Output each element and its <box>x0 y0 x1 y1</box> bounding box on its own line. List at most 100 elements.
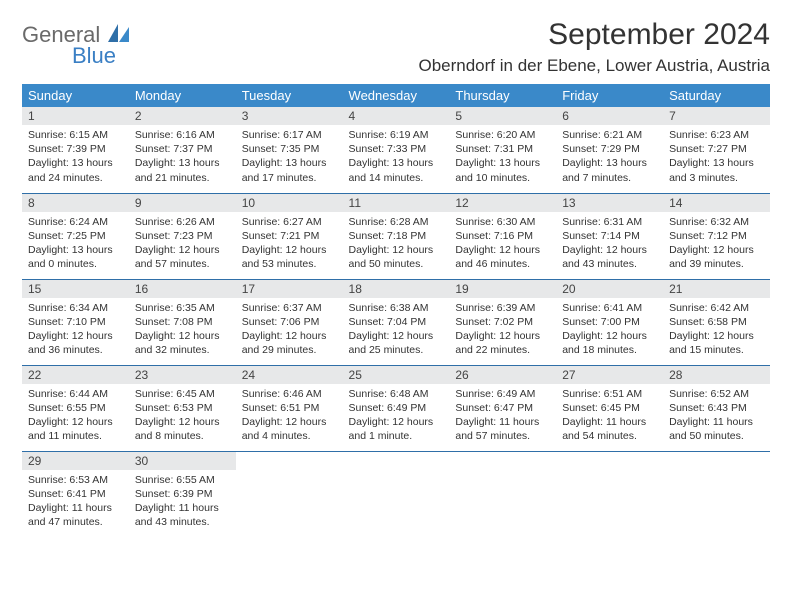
sunset-text: Sunset: 6:39 PM <box>135 487 230 501</box>
day-number: 30 <box>129 452 236 470</box>
sunset-text: Sunset: 6:43 PM <box>669 401 764 415</box>
sunset-text: Sunset: 6:55 PM <box>28 401 123 415</box>
day-number: 15 <box>22 280 129 298</box>
day-number: 3 <box>236 107 343 125</box>
daylight-text: Daylight: 11 hours <box>455 415 550 429</box>
day-number: 12 <box>449 194 556 212</box>
day-number: 10 <box>236 194 343 212</box>
daylight-text-2: and 8 minutes. <box>135 429 230 443</box>
sunrise-text: Sunrise: 6:32 AM <box>669 215 764 229</box>
sunrise-text: Sunrise: 6:46 AM <box>242 387 337 401</box>
sunset-text: Sunset: 7:39 PM <box>28 142 123 156</box>
weekday-header: Saturday <box>663 84 770 107</box>
day-number: 6 <box>556 107 663 125</box>
day-cell: 20Sunrise: 6:41 AMSunset: 7:00 PMDayligh… <box>556 279 663 365</box>
sunrise-text: Sunrise: 6:45 AM <box>135 387 230 401</box>
calendar-body: 1Sunrise: 6:15 AMSunset: 7:39 PMDaylight… <box>22 107 770 537</box>
daylight-text: Daylight: 13 hours <box>242 156 337 170</box>
sunset-text: Sunset: 7:37 PM <box>135 142 230 156</box>
weekday-header: Sunday <box>22 84 129 107</box>
day-details: Sunrise: 6:53 AMSunset: 6:41 PMDaylight:… <box>22 470 129 534</box>
day-number: 27 <box>556 366 663 384</box>
day-details: Sunrise: 6:55 AMSunset: 6:39 PMDaylight:… <box>129 470 236 534</box>
daylight-text-2: and 46 minutes. <box>455 257 550 271</box>
day-details: Sunrise: 6:26 AMSunset: 7:23 PMDaylight:… <box>129 212 236 276</box>
title-block: September 2024 Oberndorf in der Ebene, L… <box>418 18 770 76</box>
daylight-text-2: and 15 minutes. <box>669 343 764 357</box>
daylight-text: Daylight: 12 hours <box>135 415 230 429</box>
sunrise-text: Sunrise: 6:19 AM <box>349 128 444 142</box>
sunset-text: Sunset: 7:27 PM <box>669 142 764 156</box>
daylight-text: Daylight: 12 hours <box>455 329 550 343</box>
day-cell: 27Sunrise: 6:51 AMSunset: 6:45 PMDayligh… <box>556 365 663 451</box>
daylight-text-2: and 29 minutes. <box>242 343 337 357</box>
sunset-text: Sunset: 6:45 PM <box>562 401 657 415</box>
daylight-text-2: and 57 minutes. <box>455 429 550 443</box>
day-details: Sunrise: 6:21 AMSunset: 7:29 PMDaylight:… <box>556 125 663 189</box>
day-cell <box>343 451 450 537</box>
calendar-row: 1Sunrise: 6:15 AMSunset: 7:39 PMDaylight… <box>22 107 770 193</box>
day-details: Sunrise: 6:16 AMSunset: 7:37 PMDaylight:… <box>129 125 236 189</box>
day-number: 14 <box>663 194 770 212</box>
day-details: Sunrise: 6:17 AMSunset: 7:35 PMDaylight:… <box>236 125 343 189</box>
weekday-header: Thursday <box>449 84 556 107</box>
sunset-text: Sunset: 7:04 PM <box>349 315 444 329</box>
day-details: Sunrise: 6:44 AMSunset: 6:55 PMDaylight:… <box>22 384 129 448</box>
sunset-text: Sunset: 7:12 PM <box>669 229 764 243</box>
sunset-text: Sunset: 7:18 PM <box>349 229 444 243</box>
daylight-text-2: and 14 minutes. <box>349 171 444 185</box>
sunrise-text: Sunrise: 6:26 AM <box>135 215 230 229</box>
day-cell: 24Sunrise: 6:46 AMSunset: 6:51 PMDayligh… <box>236 365 343 451</box>
daylight-text-2: and 21 minutes. <box>135 171 230 185</box>
sunrise-text: Sunrise: 6:17 AM <box>242 128 337 142</box>
day-cell: 26Sunrise: 6:49 AMSunset: 6:47 PMDayligh… <box>449 365 556 451</box>
sunrise-text: Sunrise: 6:21 AM <box>562 128 657 142</box>
daylight-text: Daylight: 12 hours <box>349 329 444 343</box>
day-cell: 2Sunrise: 6:16 AMSunset: 7:37 PMDaylight… <box>129 107 236 193</box>
calendar-row: 15Sunrise: 6:34 AMSunset: 7:10 PMDayligh… <box>22 279 770 365</box>
daylight-text: Daylight: 11 hours <box>135 501 230 515</box>
day-cell: 23Sunrise: 6:45 AMSunset: 6:53 PMDayligh… <box>129 365 236 451</box>
daylight-text-2: and 36 minutes. <box>28 343 123 357</box>
sunset-text: Sunset: 7:02 PM <box>455 315 550 329</box>
daylight-text-2: and 4 minutes. <box>242 429 337 443</box>
day-details: Sunrise: 6:51 AMSunset: 6:45 PMDaylight:… <box>556 384 663 448</box>
day-details: Sunrise: 6:46 AMSunset: 6:51 PMDaylight:… <box>236 384 343 448</box>
sunset-text: Sunset: 7:31 PM <box>455 142 550 156</box>
sunrise-text: Sunrise: 6:15 AM <box>28 128 123 142</box>
sunrise-text: Sunrise: 6:23 AM <box>669 128 764 142</box>
day-number: 7 <box>663 107 770 125</box>
sunset-text: Sunset: 7:08 PM <box>135 315 230 329</box>
day-details: Sunrise: 6:37 AMSunset: 7:06 PMDaylight:… <box>236 298 343 362</box>
day-cell: 19Sunrise: 6:39 AMSunset: 7:02 PMDayligh… <box>449 279 556 365</box>
weekday-header: Friday <box>556 84 663 107</box>
day-cell: 25Sunrise: 6:48 AMSunset: 6:49 PMDayligh… <box>343 365 450 451</box>
daylight-text: Daylight: 12 hours <box>242 243 337 257</box>
day-cell: 12Sunrise: 6:30 AMSunset: 7:16 PMDayligh… <box>449 193 556 279</box>
day-cell <box>236 451 343 537</box>
daylight-text: Daylight: 12 hours <box>242 329 337 343</box>
sunrise-text: Sunrise: 6:48 AM <box>349 387 444 401</box>
daylight-text: Daylight: 12 hours <box>28 329 123 343</box>
sunset-text: Sunset: 7:29 PM <box>562 142 657 156</box>
day-details: Sunrise: 6:15 AMSunset: 7:39 PMDaylight:… <box>22 125 129 189</box>
sunset-text: Sunset: 6:53 PM <box>135 401 230 415</box>
header: General Blue September 2024 Oberndorf in… <box>22 18 770 76</box>
sunrise-text: Sunrise: 6:55 AM <box>135 473 230 487</box>
sunset-text: Sunset: 7:35 PM <box>242 142 337 156</box>
day-details: Sunrise: 6:41 AMSunset: 7:00 PMDaylight:… <box>556 298 663 362</box>
day-cell <box>556 451 663 537</box>
day-number: 22 <box>22 366 129 384</box>
month-title: September 2024 <box>418 18 770 52</box>
daylight-text-2: and 18 minutes. <box>562 343 657 357</box>
day-cell: 3Sunrise: 6:17 AMSunset: 7:35 PMDaylight… <box>236 107 343 193</box>
daylight-text: Daylight: 13 hours <box>562 156 657 170</box>
day-cell: 17Sunrise: 6:37 AMSunset: 7:06 PMDayligh… <box>236 279 343 365</box>
daylight-text: Daylight: 13 hours <box>455 156 550 170</box>
sunrise-text: Sunrise: 6:20 AM <box>455 128 550 142</box>
daylight-text-2: and 47 minutes. <box>28 515 123 529</box>
daylight-text: Daylight: 12 hours <box>135 243 230 257</box>
day-cell <box>449 451 556 537</box>
daylight-text: Daylight: 12 hours <box>669 243 764 257</box>
weekday-header-row: Sunday Monday Tuesday Wednesday Thursday… <box>22 84 770 107</box>
